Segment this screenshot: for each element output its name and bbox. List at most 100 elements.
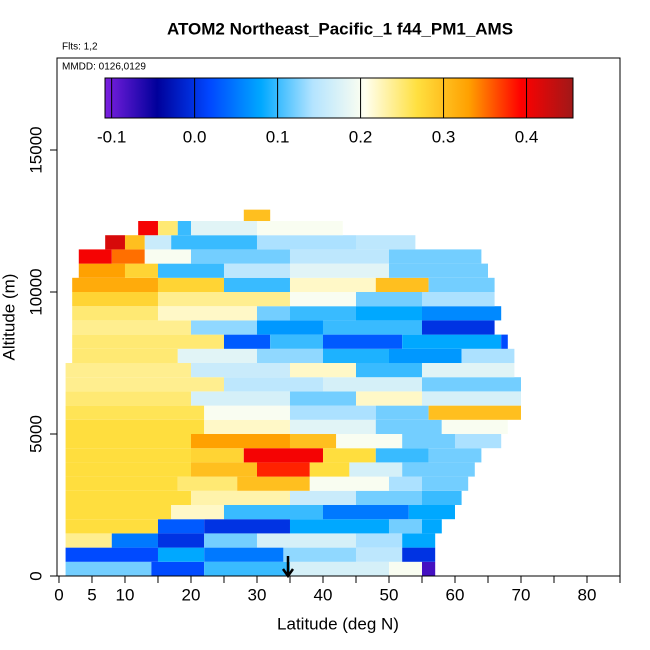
heat-cell (289, 249, 389, 264)
heat-cell (289, 490, 356, 506)
heat-cell (289, 292, 356, 307)
y-tick-label: 10000 (26, 268, 45, 315)
heat-cell (256, 235, 356, 250)
heat-cell (223, 334, 271, 349)
heat-cell (111, 249, 145, 264)
heat-cell (388, 249, 482, 264)
heat-cell (322, 448, 376, 463)
heat-cell (72, 277, 158, 293)
heat-cell (402, 533, 436, 548)
x-tick-label: 30 (248, 585, 267, 604)
heat-cell (190, 320, 257, 335)
heat-cell (289, 419, 376, 435)
heat-cell (157, 306, 257, 321)
x-tick-label: 80 (578, 585, 597, 604)
heat-cell (355, 490, 422, 506)
heat-cell (177, 348, 257, 364)
heat-cell (190, 448, 244, 463)
heat-cell (157, 263, 224, 278)
heat-cell (428, 448, 482, 463)
heat-cell (204, 519, 290, 534)
heat-cell (388, 519, 422, 534)
heat-cell (388, 348, 462, 364)
heat-cell (157, 292, 290, 307)
x-tick-label: 70 (512, 585, 531, 604)
heat-cell (256, 221, 343, 236)
heat-cell (375, 277, 429, 293)
heat-cell (65, 363, 191, 378)
axes: 0 5 10 20 30 40 50 60 70 80 0 5000 10000 15000 -0.1 0.0… (26, 77, 621, 604)
heat-cell (243, 209, 271, 222)
heat-cell (204, 533, 257, 548)
heat-cell (355, 363, 422, 378)
x-tick-label: 20 (182, 585, 201, 604)
heat-cell (289, 561, 389, 576)
heat-cell (355, 235, 416, 250)
heat-cell (105, 235, 125, 250)
heat-cell (289, 391, 356, 406)
heat-cell (461, 348, 515, 364)
heat-cell (65, 405, 205, 420)
heat-cell (72, 334, 224, 349)
heat-cell (421, 476, 469, 491)
colorbar-tick-label: 0.3 (432, 127, 456, 146)
heat-cell (322, 320, 422, 335)
heat-cell (65, 434, 191, 449)
heat-cell (65, 377, 224, 392)
heat-cell (78, 263, 125, 278)
heat-cell (177, 476, 238, 491)
dates-label: MMDD: 0126,0129 (62, 62, 146, 73)
heat-cell (322, 377, 422, 392)
heat-cell (402, 547, 436, 562)
heat-cell (243, 448, 323, 463)
heat-cell (421, 292, 495, 307)
heat-cell (190, 363, 290, 378)
heat-cell (190, 249, 290, 264)
heat-cell (289, 277, 376, 293)
x-tick-label: 10 (116, 585, 135, 604)
heat-cell (355, 533, 403, 548)
heat-cell (256, 320, 323, 335)
heat-cell (144, 235, 172, 250)
y-tick-label: 15000 (26, 126, 45, 173)
y-axis-label: Altitude (m) (0, 274, 18, 361)
heat-cell (388, 263, 488, 278)
heat-cell (190, 391, 290, 406)
heat-cell (421, 391, 521, 406)
heat-cell (428, 405, 521, 420)
heat-cell (441, 419, 508, 435)
heat-cell (322, 334, 403, 349)
heat-cell (309, 476, 389, 491)
heat-cell (256, 306, 290, 321)
heat-cell (65, 490, 191, 506)
heat-cell (283, 547, 356, 562)
heat-cell (421, 320, 495, 335)
heat-cell (322, 348, 389, 364)
heat-cell (421, 490, 462, 506)
heat-cell (223, 263, 290, 278)
heat-cell (421, 519, 442, 534)
heat-cell (421, 363, 515, 378)
heat-cell (157, 547, 205, 562)
y-tick-label: 5000 (26, 415, 45, 453)
heat-cell (270, 334, 323, 349)
heat-cell (72, 320, 191, 335)
heat-cell (204, 405, 290, 420)
heat-cell (177, 221, 191, 236)
heat-cell (204, 561, 290, 576)
heat-cell (111, 533, 158, 548)
heat-cell (355, 292, 422, 307)
colorbar-tick-label: 0.1 (266, 127, 290, 146)
y-tick-label: 0 (26, 571, 45, 580)
heat-cell (204, 419, 290, 435)
heat-cell (78, 249, 112, 264)
heat-cell (289, 405, 376, 420)
heat-cell (72, 292, 158, 307)
heat-cell (138, 221, 158, 236)
heat-cell (157, 533, 205, 548)
heat-cell (65, 391, 191, 406)
heat-cell (65, 561, 152, 576)
heat-cell (289, 306, 356, 321)
x-axis-label: Latitude (deg N) (277, 614, 399, 633)
